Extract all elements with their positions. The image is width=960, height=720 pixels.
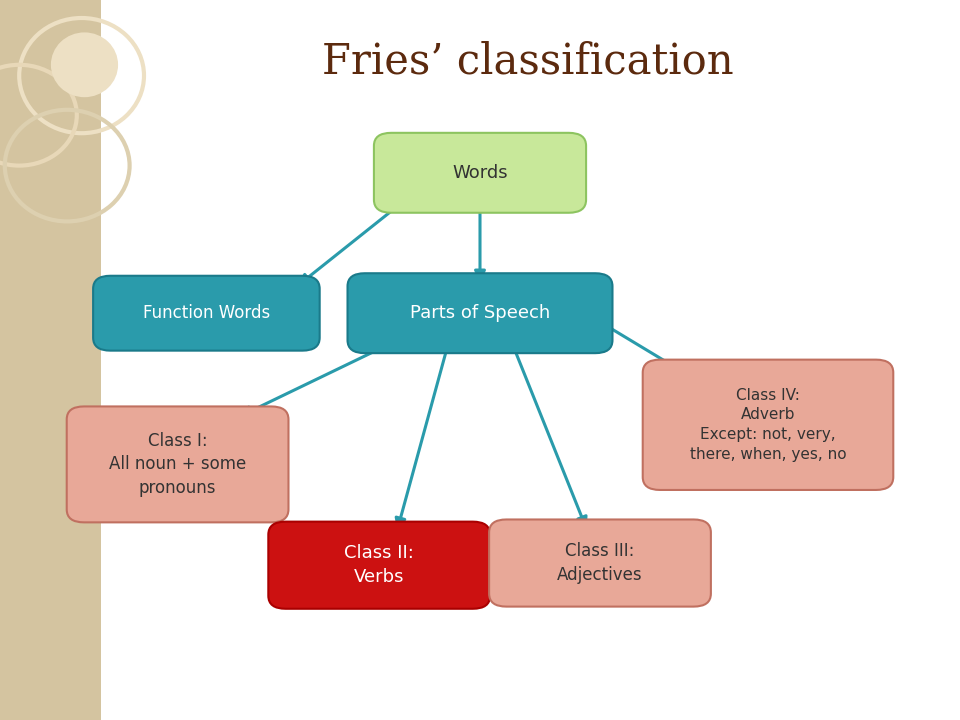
Ellipse shape	[51, 32, 118, 97]
Text: Class IV:
Adverb
Except: not, very,
there, when, yes, no: Class IV: Adverb Except: not, very, ther…	[689, 387, 847, 462]
Text: Parts of Speech: Parts of Speech	[410, 304, 550, 323]
FancyBboxPatch shape	[268, 521, 490, 609]
FancyBboxPatch shape	[66, 406, 288, 523]
FancyBboxPatch shape	[93, 276, 320, 351]
FancyBboxPatch shape	[348, 274, 612, 354]
Text: Class III:
Adjectives: Class III: Adjectives	[557, 542, 643, 584]
FancyBboxPatch shape	[0, 0, 101, 720]
FancyBboxPatch shape	[489, 520, 710, 606]
Text: Fries’ classification: Fries’ classification	[323, 40, 733, 82]
Text: Function Words: Function Words	[143, 304, 270, 323]
FancyBboxPatch shape	[643, 360, 893, 490]
Text: Class II:
Verbs: Class II: Verbs	[345, 544, 414, 586]
Text: Class I:
All noun + some
pronouns: Class I: All noun + some pronouns	[109, 432, 246, 497]
Text: Words: Words	[452, 163, 508, 181]
FancyBboxPatch shape	[373, 132, 586, 213]
